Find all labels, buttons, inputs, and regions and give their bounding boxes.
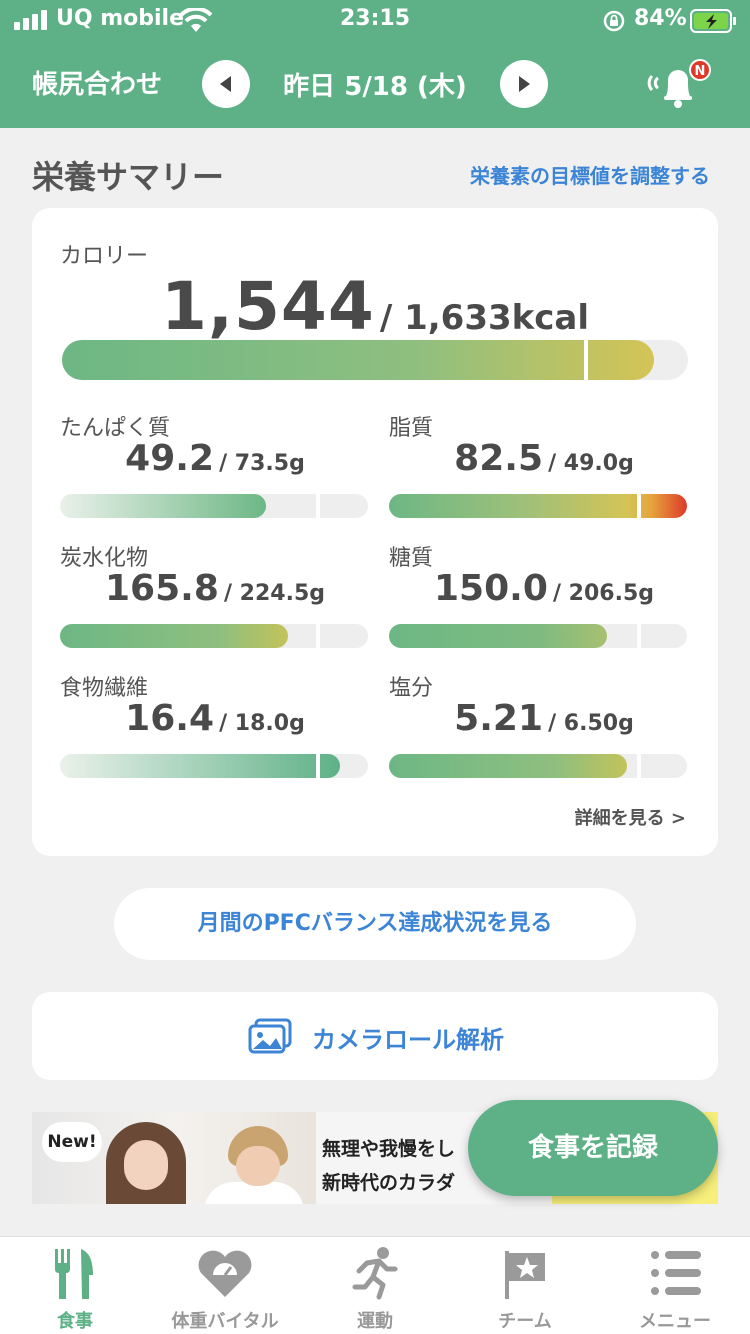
ad-text-line1: 無理や我慢をし [322, 1138, 456, 1160]
nutrient-fat: 脂質 82.5 / 49.0g [389, 410, 699, 530]
nutrient-progress-fill [60, 494, 267, 518]
heart-scale-icon [198, 1250, 252, 1297]
tab-label: 食事 [57, 1311, 93, 1332]
calorie-value-row: 1,544 / 1,633kcal [32, 268, 718, 345]
nutrient-target: / 206.5g [552, 581, 654, 606]
tab-label: 運動 [357, 1311, 393, 1332]
tab-meal[interactable]: 食事 [0, 1237, 150, 1334]
nutrient-progress-fill [60, 624, 288, 648]
calorie-progress-bar [62, 340, 688, 380]
nutrient-value: 5.21 [454, 698, 543, 739]
nutrient-name: たんぱく質 [60, 416, 171, 441]
chevron-right-icon [519, 76, 530, 92]
nutrient-sugar: 糖質 150.0 / 206.5g [389, 540, 699, 660]
tab-label: メニュー [639, 1311, 711, 1332]
nutrient-target: / 49.0g [548, 451, 634, 476]
calorie-target: / 1,633kcal [379, 298, 590, 338]
status-bar: UQ mobile 23:15 84% [0, 0, 750, 42]
nutrient-value: 150.0 [434, 568, 548, 609]
nutrient-name: 炭水化物 [60, 546, 149, 571]
nutrient-progress-bar [60, 494, 368, 518]
nutrient-progress-fill [60, 754, 341, 778]
list-icon [651, 1251, 701, 1295]
record-meal-button[interactable]: 食事を記録 [468, 1100, 718, 1196]
prev-day-button[interactable] [202, 60, 250, 108]
clock: 23:15 [339, 6, 411, 31]
notification-bell-icon[interactable]: N [644, 58, 712, 110]
nutrient-fiber: 食物繊維 16.4 / 18.0g [60, 670, 370, 790]
bottom-tab-bar: 食事 体重バイタル 運動 チーム [0, 1236, 750, 1334]
adjust-targets-link[interactable]: 栄養素の目標値を調整する [470, 164, 710, 188]
pfc-balance-button[interactable]: 月間のPFCバランス達成状況を見る [114, 888, 636, 960]
nutrient-name: 脂質 [389, 416, 434, 441]
nutrient-target: / 18.0g [219, 711, 305, 736]
current-date: 昨日 5/18 (木) [283, 72, 467, 102]
calorie-label: カロリー [60, 244, 149, 269]
nutrition-summary-card: カロリー 1,544 / 1,633kcal たんぱく質 49.2 / 73.5… [32, 208, 718, 856]
carrier-name: UQ mobile [56, 6, 185, 31]
tab-team[interactable]: チーム [450, 1237, 600, 1334]
battery-icon [690, 9, 736, 33]
nutrient-name: 塩分 [389, 676, 434, 701]
signal-icon [14, 10, 48, 30]
tab-label: 体重バイタル [171, 1311, 279, 1332]
running-icon [352, 1247, 398, 1300]
calorie-value: 1,544 [160, 268, 375, 345]
chevron-left-icon [220, 76, 231, 92]
nutrient-name: 糖質 [389, 546, 434, 571]
view-details-link[interactable]: 詳細を見る > [574, 808, 686, 829]
nutrient-progress-bar [389, 494, 687, 518]
bell-badge: N [695, 64, 706, 79]
header-bar: UQ mobile 23:15 84% 帳尻合わせ 昨日 5/18 (木) [0, 0, 750, 128]
tab-exercise[interactable]: 運動 [300, 1237, 450, 1334]
wifi-icon [180, 8, 212, 32]
camera-roll-analysis-button[interactable]: カメラロール解析 [32, 992, 718, 1080]
nutrient-progress-fill [389, 494, 687, 518]
nutrient-target: / 73.5g [219, 451, 305, 476]
calorie-progress-fill [62, 340, 654, 380]
nutrient-progress-bar [60, 624, 368, 648]
nutrient-progress-bar [389, 624, 687, 648]
new-badge: New! [42, 1122, 102, 1162]
flag-star-icon [505, 1251, 545, 1299]
nutrient-value: 16.4 [125, 698, 214, 739]
adjust-balance-button[interactable]: 帳尻合わせ [32, 70, 163, 100]
nutrient-value: 82.5 [454, 438, 543, 479]
nutrient-progress-fill [389, 754, 628, 778]
nutrient-name: 食物繊維 [60, 676, 149, 701]
rotation-lock-icon [603, 10, 625, 32]
nutrient-value: 49.2 [125, 438, 214, 479]
nutrient-progress-bar [389, 754, 687, 778]
next-day-button[interactable] [500, 60, 548, 108]
camera-roll-label: カメラロール解析 [312, 1026, 504, 1054]
photo-gallery-icon [248, 1018, 292, 1054]
nutrient-target: / 224.5g [223, 581, 325, 606]
tab-label: チーム [498, 1311, 552, 1332]
tab-weight-vital[interactable]: 体重バイタル [150, 1237, 300, 1334]
nutrient-progress-fill [389, 624, 607, 648]
nutrient-progress-bar [60, 754, 368, 778]
section-title: 栄養サマリー [32, 158, 225, 196]
battery-percent: 84% [634, 6, 687, 31]
ad-text-line2: 新時代のカラダ [322, 1172, 456, 1194]
nutrient-protein: たんぱく質 49.2 / 73.5g [60, 410, 370, 530]
nutrient-value: 165.8 [105, 568, 219, 609]
fork-knife-icon [55, 1249, 93, 1299]
nutrient-salt: 塩分 5.21 / 6.50g [389, 670, 699, 790]
nutrient-target: / 6.50g [548, 711, 634, 736]
tab-menu[interactable]: メニュー [600, 1237, 750, 1334]
nutrient-carbs: 炭水化物 165.8 / 224.5g [60, 540, 370, 660]
